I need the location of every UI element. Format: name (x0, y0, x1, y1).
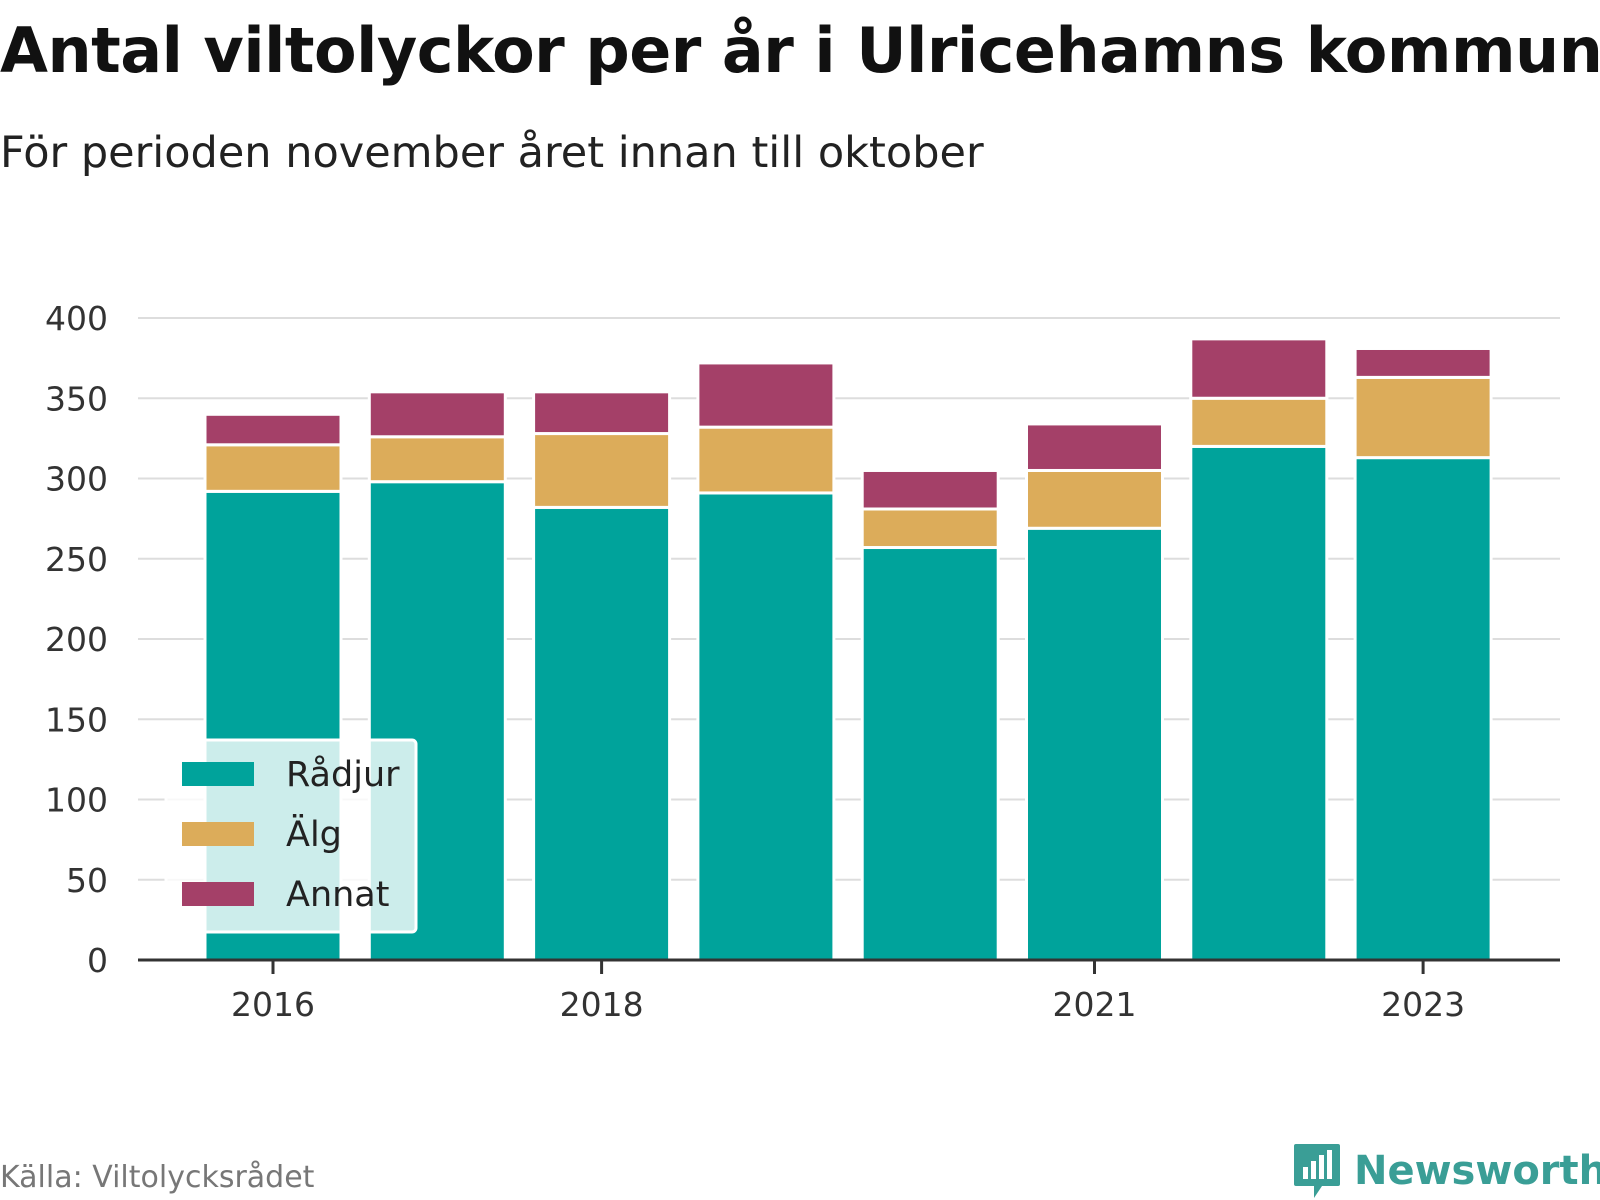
legend-label: Annat (286, 875, 389, 915)
x-tick-label: 2021 (1053, 985, 1137, 1024)
y-tick-label: 300 (45, 460, 108, 499)
x-tick-label: 2018 (560, 985, 644, 1024)
y-tick-label: 100 (45, 781, 108, 820)
bar-segment (860, 507, 1000, 550)
bar-segment (1189, 396, 1329, 448)
y-axis-labels: 0 50 100 150 200 250 300 350 400 (45, 299, 108, 980)
legend: Rådjur Älg Annat (164, 738, 418, 934)
y-tick-label: 250 (45, 540, 108, 579)
bar-segment (367, 390, 507, 439)
legend-swatch (182, 762, 254, 786)
bar-segment (696, 361, 836, 429)
bar-segment (860, 468, 1000, 511)
y-tick-label: 150 (45, 700, 108, 739)
y-tick-label: 200 (45, 620, 108, 659)
x-axis-labels: 2016 2018 2021 2023 (231, 960, 1465, 1024)
legend-label: Rådjur (286, 754, 400, 795)
bar-segment (1353, 375, 1493, 460)
bar-segment (532, 505, 672, 962)
chart-subtitle: För perioden november året innan till ok… (0, 128, 984, 178)
bars (203, 337, 1493, 962)
newsworthy-logo-icon (1294, 1144, 1340, 1198)
bar-segment (1025, 422, 1164, 472)
bar-segment (203, 412, 343, 447)
bar-segment (1353, 346, 1493, 379)
bar-segment (532, 432, 672, 509)
bar-segment (696, 425, 836, 495)
y-tick-label: 50 (66, 861, 108, 900)
source-note: Källa: Viltolycksrådet (0, 1160, 315, 1195)
x-tick-label: 2016 (231, 985, 315, 1024)
bar-segment (532, 390, 672, 436)
bar-segment (1189, 444, 1329, 962)
y-tick-label: 0 (87, 941, 108, 980)
bar-segment (696, 491, 836, 962)
bar-segment (1353, 456, 1493, 962)
bar-segment (1189, 337, 1329, 400)
bar-segment (367, 435, 507, 484)
bar-segment (367, 480, 507, 962)
bar-segment (1025, 468, 1164, 530)
brand-name: Newsworthy (1354, 1148, 1600, 1194)
x-tick-label: 2023 (1381, 985, 1465, 1024)
bar-segment (1025, 526, 1164, 962)
legend-swatch (182, 822, 254, 846)
legend-swatch (182, 882, 254, 906)
y-tick-label: 350 (45, 379, 108, 418)
bar-segment (203, 443, 343, 493)
brand-logo: Newsworthy (1292, 1142, 1600, 1200)
legend-label: Älg (286, 813, 342, 855)
chart-title: Antal viltolyckor per år i Ulricehamns k… (0, 14, 1600, 87)
y-tick-label: 400 (45, 299, 108, 338)
bar-segment (860, 546, 1000, 962)
